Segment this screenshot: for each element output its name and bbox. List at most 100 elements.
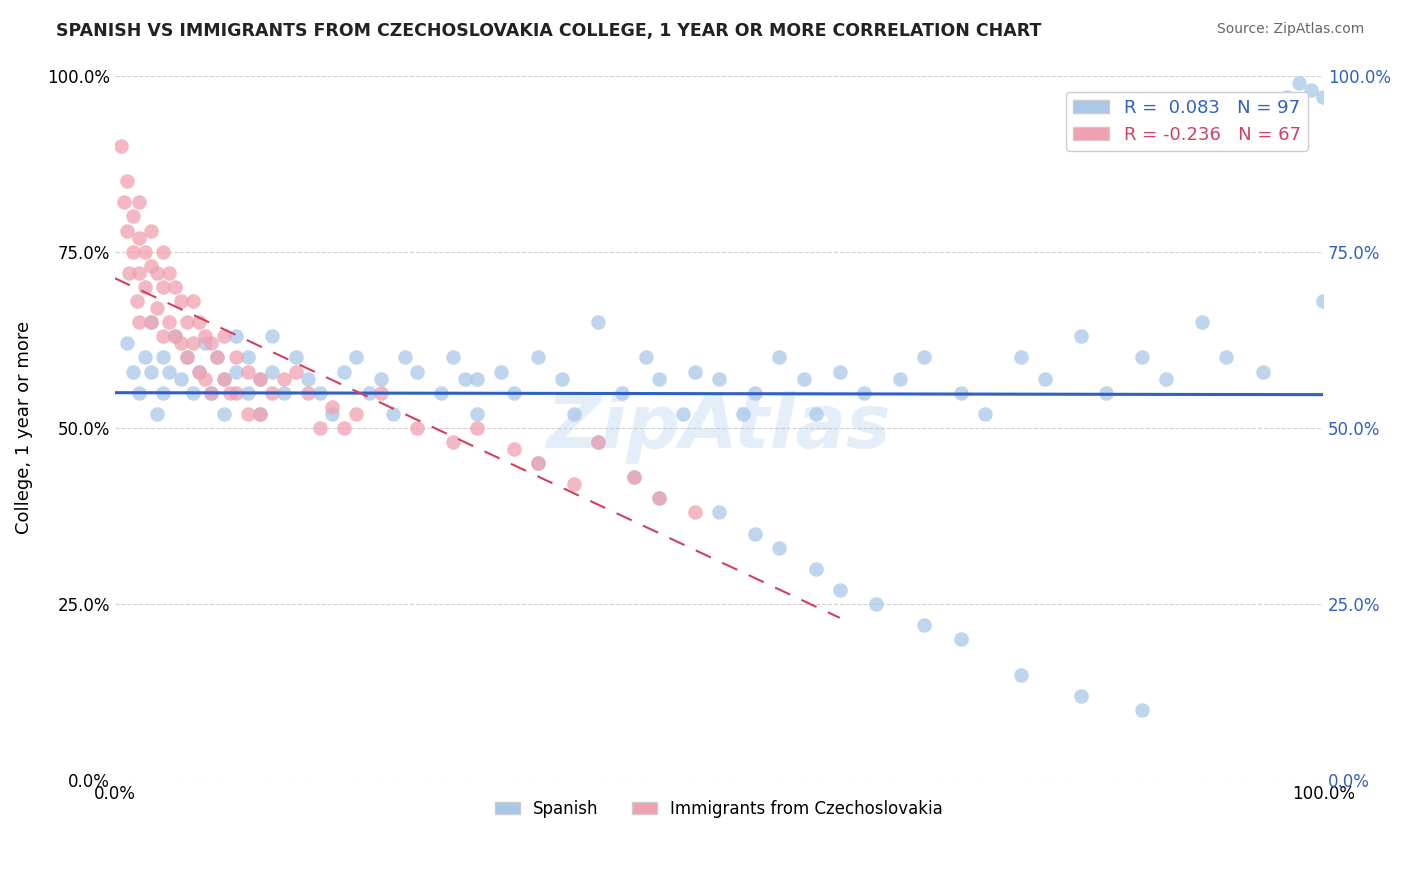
Point — [200, 336, 222, 351]
Point — [733, 407, 755, 421]
Point — [170, 336, 193, 351]
Point — [623, 470, 645, 484]
Point — [200, 385, 222, 400]
Point — [1191, 315, 1213, 329]
Point — [236, 407, 259, 421]
Point — [1130, 703, 1153, 717]
Point — [134, 280, 156, 294]
Point — [170, 293, 193, 308]
Point — [526, 456, 548, 470]
Point — [122, 210, 145, 224]
Point — [260, 329, 283, 343]
Point — [146, 301, 169, 315]
Point — [115, 223, 138, 237]
Point — [115, 336, 138, 351]
Point — [912, 618, 935, 632]
Point — [128, 385, 150, 400]
Point — [381, 407, 404, 421]
Point — [454, 371, 477, 385]
Point — [118, 266, 141, 280]
Point — [346, 407, 368, 421]
Point — [647, 491, 669, 506]
Point — [1275, 89, 1298, 103]
Point — [430, 385, 453, 400]
Point — [1299, 82, 1322, 96]
Point — [636, 351, 658, 365]
Point — [502, 385, 524, 400]
Point — [128, 230, 150, 244]
Point — [188, 365, 211, 379]
Point — [551, 371, 574, 385]
Point — [744, 385, 766, 400]
Point — [586, 435, 609, 450]
Point — [828, 582, 851, 597]
Point — [793, 371, 815, 385]
Point — [146, 266, 169, 280]
Point — [562, 407, 585, 421]
Point — [586, 435, 609, 450]
Point — [333, 365, 356, 379]
Point — [225, 351, 247, 365]
Point — [125, 293, 148, 308]
Point — [612, 385, 634, 400]
Point — [405, 365, 427, 379]
Point — [1010, 351, 1032, 365]
Point — [405, 421, 427, 435]
Point — [273, 371, 295, 385]
Point — [707, 506, 730, 520]
Point — [218, 385, 240, 400]
Point — [1033, 371, 1056, 385]
Point — [1251, 365, 1274, 379]
Point — [157, 365, 180, 379]
Point — [207, 351, 229, 365]
Point — [502, 442, 524, 456]
Point — [333, 421, 356, 435]
Point — [225, 365, 247, 379]
Point — [1312, 89, 1334, 103]
Point — [194, 329, 217, 343]
Point — [465, 407, 488, 421]
Point — [309, 385, 332, 400]
Point — [285, 351, 308, 365]
Point — [441, 351, 464, 365]
Point — [346, 351, 368, 365]
Point — [112, 195, 135, 210]
Point — [152, 280, 174, 294]
Point — [249, 407, 271, 421]
Point — [176, 351, 198, 365]
Point — [260, 385, 283, 400]
Point — [236, 365, 259, 379]
Point — [647, 371, 669, 385]
Point — [804, 562, 827, 576]
Point — [804, 407, 827, 421]
Point — [623, 470, 645, 484]
Point — [1010, 667, 1032, 681]
Point — [212, 329, 235, 343]
Point — [212, 371, 235, 385]
Point — [949, 385, 972, 400]
Point — [194, 371, 217, 385]
Point — [357, 385, 380, 400]
Legend: Spanish, Immigrants from Czechoslovakia: Spanish, Immigrants from Czechoslovakia — [488, 794, 949, 825]
Point — [683, 506, 706, 520]
Point — [212, 371, 235, 385]
Point — [309, 421, 332, 435]
Point — [146, 407, 169, 421]
Point — [297, 385, 319, 400]
Point — [249, 371, 271, 385]
Point — [586, 315, 609, 329]
Point — [225, 329, 247, 343]
Point — [134, 351, 156, 365]
Point — [526, 456, 548, 470]
Point — [260, 365, 283, 379]
Point — [152, 351, 174, 365]
Point — [152, 244, 174, 259]
Point — [188, 365, 211, 379]
Point — [212, 407, 235, 421]
Point — [194, 336, 217, 351]
Point — [1094, 385, 1116, 400]
Text: Source: ZipAtlas.com: Source: ZipAtlas.com — [1216, 22, 1364, 37]
Point — [949, 632, 972, 647]
Point — [110, 139, 132, 153]
Point — [285, 365, 308, 379]
